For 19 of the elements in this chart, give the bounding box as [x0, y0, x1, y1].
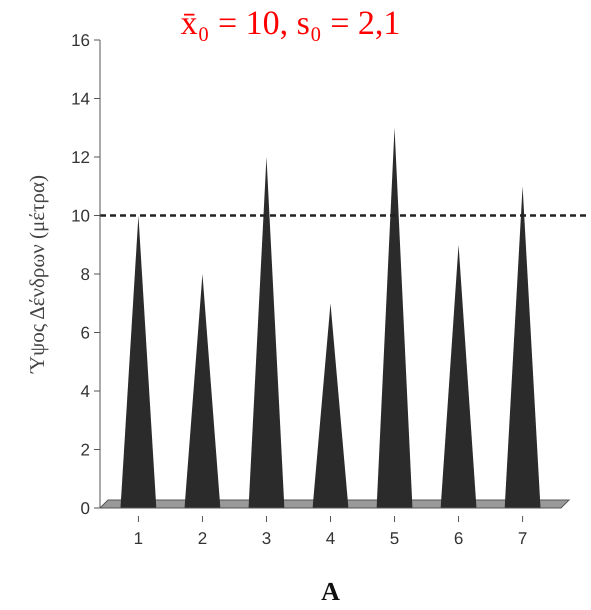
x-tick-label: 1	[134, 529, 144, 548]
x-tick-label: 3	[262, 529, 272, 548]
x-tick-label: 6	[454, 529, 464, 548]
y-tick-label: 16	[71, 30, 90, 50]
y-axis-title: Ύψος Δένδρων (μέτρα)	[25, 175, 49, 374]
y-tick-label: 4	[80, 382, 90, 401]
x-axis-title: A	[321, 577, 340, 606]
y-tick-label: 0	[80, 498, 90, 518]
x-tick-label: 7	[518, 529, 528, 548]
x-tick-label: 5	[390, 529, 400, 548]
y-tick-label: 14	[71, 89, 90, 108]
y-tick-label: 10	[71, 206, 90, 226]
y-tick-label: 2	[80, 440, 90, 460]
x-tick-label: 2	[198, 529, 208, 548]
x-tick-label: 4	[326, 529, 336, 548]
y-tick-label: 12	[71, 148, 90, 167]
chart-title: x̄₀ = 10, s₀ = 2,1	[180, 5, 400, 42]
y-tick-label: 6	[80, 323, 90, 342]
y-tick-label: 8	[80, 264, 90, 284]
